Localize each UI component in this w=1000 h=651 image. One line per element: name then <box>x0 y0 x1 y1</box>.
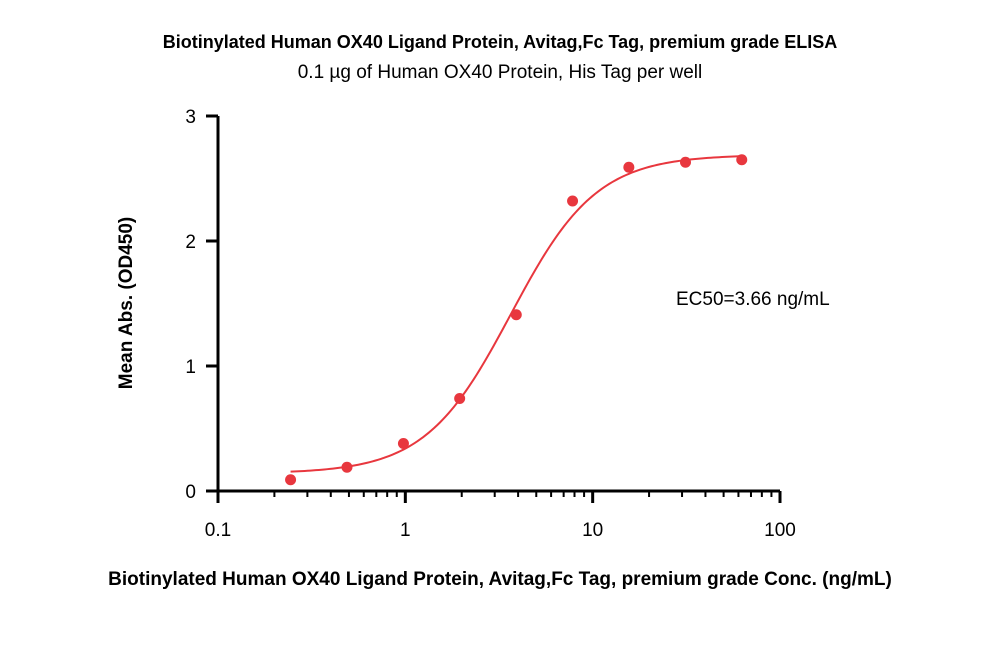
x-axis-label: Biotinylated Human OX40 Ligand Protein, … <box>108 569 892 590</box>
axes <box>216 116 780 493</box>
y-tick-label: 1 <box>185 357 196 378</box>
data-points <box>285 154 748 486</box>
y-ticks: 0 1 2 3 <box>185 107 218 503</box>
chart-title: Biotinylated Human OX40 Ligand Protein, … <box>162 32 838 52</box>
data-point <box>454 393 466 404</box>
chart-subtitle: 0.1 µg of Human OX40 Protein, His Tag pe… <box>297 62 703 83</box>
x-tick-label: 1 <box>400 520 411 541</box>
y-tick-label: 3 <box>185 107 196 128</box>
data-point <box>679 156 691 168</box>
y-tick-label: 2 <box>185 232 196 253</box>
fit-curve <box>290 155 742 473</box>
x-ticks: 0.1 1 10 100 <box>205 491 796 541</box>
y-axis-label: Mean Abs. (OD450) <box>116 217 137 389</box>
ec50-annotation: EC50=3.66 ng/mL <box>676 289 830 310</box>
data-point <box>285 474 297 486</box>
data-point <box>623 161 635 173</box>
data-point <box>397 438 409 449</box>
x-tick-label: 100 <box>764 520 796 541</box>
data-point <box>341 461 353 473</box>
y-tick-label: 0 <box>185 482 196 503</box>
x-tick-label: 0.1 <box>205 520 231 541</box>
x-tick-label: 10 <box>582 520 603 541</box>
data-point <box>510 309 522 321</box>
data-point <box>567 195 579 207</box>
data-point <box>736 154 748 166</box>
